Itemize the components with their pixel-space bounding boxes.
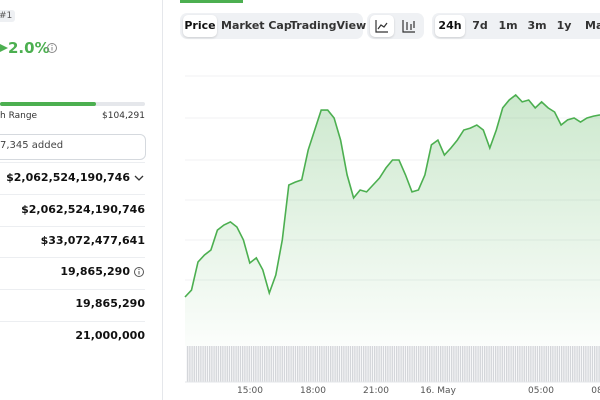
stat-value: 19,865,290 [75, 297, 145, 310]
tab[interactable]: Market Cap [221, 19, 292, 32]
volume-bars [186, 346, 600, 382]
period[interactable]: Ma [585, 19, 600, 32]
range-label: h Range [0, 111, 38, 121]
panel-border [162, 0, 163, 400]
period[interactable]: 1y [556, 19, 572, 32]
chevron-down[interactable] [134, 173, 144, 183]
up-caret [0, 44, 8, 52]
tab[interactable]: TradingView [290, 19, 367, 32]
divider [0, 226, 145, 227]
price-line [184, 93, 600, 298]
tab[interactable]: Price [183, 15, 217, 37]
x-tick-label: 18:00 [300, 386, 326, 396]
divider [0, 289, 145, 290]
active-tab-underline [180, 0, 243, 3]
stat-value: $2,062,524,190,746 [6, 171, 130, 184]
price-area [185, 95, 600, 346]
x-tick-label: 16. May [420, 386, 456, 396]
info-icon[interactable] [133, 266, 145, 278]
divider [0, 194, 145, 195]
range-fill [0, 102, 96, 106]
stat-value: $2,062,524,190,746 [21, 203, 145, 216]
stat-value: 21,000,000 [75, 329, 145, 342]
period[interactable]: 7d [472, 19, 488, 32]
period[interactable]: 24h [435, 15, 465, 37]
divider [0, 162, 145, 163]
divider [0, 321, 145, 322]
x-tick-label: 08 [591, 386, 600, 396]
rank-badge: #1 [0, 10, 16, 22]
x-tick-label: 21:00 [363, 386, 389, 396]
x-tick-label: 15:00 [237, 386, 263, 396]
range-high: $104,291 [102, 111, 145, 121]
period[interactable]: 3m [527, 19, 547, 32]
stat-value: $33,072,477,641 [40, 234, 145, 247]
info-icon[interactable] [46, 42, 58, 54]
line-icon [375, 20, 388, 33]
candle-icon[interactable] [402, 19, 416, 33]
x-tick-label: 05:00 [528, 386, 554, 396]
stat-value: 19,865,290 [60, 265, 130, 278]
watchlist-count: 7,345 added [0, 140, 64, 151]
period[interactable]: 1m [498, 19, 518, 32]
price-change: 2.0% [8, 39, 50, 57]
divider [0, 257, 145, 258]
watchlist-button[interactable] [0, 134, 146, 160]
